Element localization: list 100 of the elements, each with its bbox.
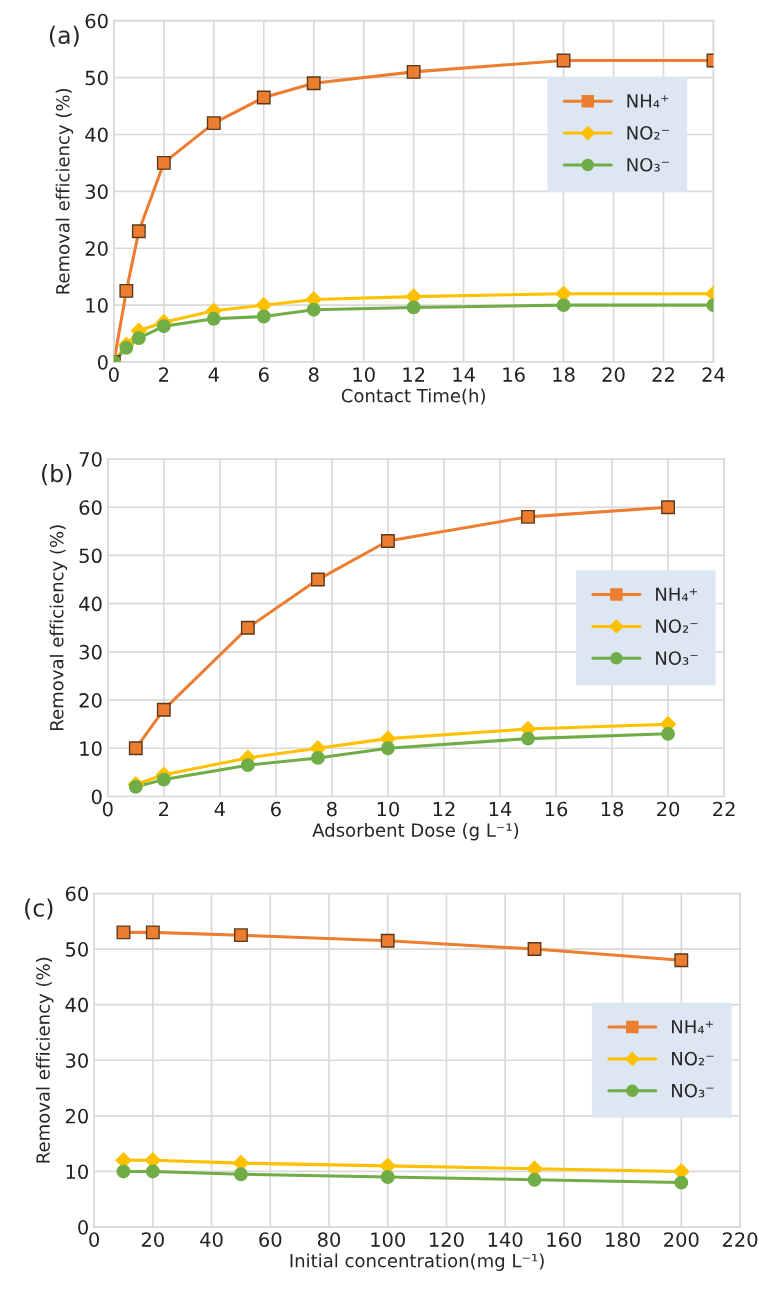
point: [233, 928, 248, 943]
x-tick-label: 6: [271, 801, 281, 817]
x-tick-label: 180: [606, 1232, 640, 1247]
legend-label: NO₃⁻: [656, 651, 698, 665]
legend-label: NH₄⁺: [672, 1020, 713, 1034]
x-tick-label: 60: [259, 1232, 282, 1247]
point: [233, 1167, 248, 1182]
x-tick-label: 20: [602, 367, 625, 382]
point: [156, 772, 171, 787]
point: [116, 925, 131, 940]
point: [310, 572, 325, 587]
point: [119, 283, 134, 298]
text: (b): [42, 464, 72, 486]
x-tick-label: 140: [488, 1232, 523, 1247]
x-tick-label: 20: [141, 1232, 164, 1247]
point: [380, 1170, 395, 1184]
x-tick-label: 16: [503, 367, 525, 382]
point: [306, 76, 321, 91]
x-axis-title: Contact Time(h): [341, 388, 485, 405]
legend-label: NO₃⁻: [672, 1083, 714, 1098]
x-tick-label: 22: [652, 367, 674, 382]
x-tick-label: 40: [200, 1232, 223, 1247]
y-axis-title: Removal efficiency (%): [35, 957, 54, 1163]
y-tick-label: 60: [65, 886, 88, 902]
legend-label: NO₂⁻: [627, 125, 669, 140]
point: [406, 64, 421, 79]
x-tick-label: 2: [159, 801, 169, 817]
x-tick-label: 12: [433, 801, 455, 817]
x-tick-label: 14: [453, 367, 475, 382]
point: [206, 116, 221, 131]
point: [521, 731, 535, 746]
x-tick-label: 100: [371, 1232, 405, 1247]
x-tick-label: 4: [208, 367, 219, 382]
x-tick-label: 2: [159, 367, 169, 382]
point: [527, 1172, 542, 1187]
point: [156, 702, 171, 717]
x-tick-label: 18: [601, 801, 624, 817]
x-tick-label: 80: [317, 1232, 341, 1247]
legend-label: NH₄⁺: [627, 94, 669, 108]
x-tick-label: 18: [553, 367, 575, 382]
x-tick-label: 8: [308, 367, 319, 382]
point: [556, 298, 571, 313]
x-tick-label: 120: [430, 1232, 464, 1247]
y-tick-label: 60: [85, 13, 108, 29]
point: [206, 311, 221, 326]
x-tick-label: 8: [327, 801, 337, 817]
y-tick-label: 40: [79, 596, 102, 612]
point: [131, 331, 146, 346]
x-tick-label: 10: [353, 367, 375, 382]
point: [380, 534, 395, 548]
y-tick-label: 20: [65, 1108, 88, 1124]
x-tick-label: 4: [214, 801, 225, 817]
y-tick-label: 50: [85, 70, 108, 86]
x-tick-label: 10: [377, 801, 399, 817]
y-tick-label: 40: [65, 997, 88, 1013]
y-tick-label: 20: [79, 693, 102, 708]
point: [674, 953, 689, 968]
point: [556, 53, 571, 68]
y-tick-label: 70: [79, 451, 102, 467]
point: [661, 726, 676, 741]
y-tick-label: 60: [79, 500, 102, 515]
y-axis-title: Removal efficiency (%): [55, 88, 74, 294]
y-tick-label: 30: [85, 184, 108, 200]
x-tick-label: 160: [547, 1232, 582, 1247]
point: [256, 309, 271, 324]
legend-label: NO₂⁻: [656, 619, 698, 633]
point: [310, 750, 325, 765]
legend-label: NO₃⁻: [627, 157, 669, 172]
point: [306, 302, 321, 317]
y-tick-label: 10: [66, 1164, 88, 1180]
y-tick-label: 0: [78, 1220, 88, 1235]
y-tick-label: 50: [79, 548, 102, 564]
x-axis-title: Initial concentration(mg L⁻¹): [290, 1253, 544, 1271]
point: [128, 741, 143, 756]
y-tick-label: 50: [66, 942, 88, 957]
x-tick-label: 14: [489, 801, 512, 817]
point: [131, 224, 146, 239]
point: [674, 1175, 689, 1190]
point: [145, 925, 160, 940]
point: [380, 741, 395, 756]
point: [380, 933, 395, 948]
y-tick-label: 20: [85, 241, 108, 256]
legend-label: NO₂⁻: [672, 1051, 714, 1066]
x-tick-label: 16: [545, 801, 568, 817]
x-axis-title: Adsorbent Dose (g L⁻¹): [312, 822, 519, 841]
point: [156, 155, 171, 170]
x-tick-label: 22: [713, 801, 735, 817]
x-tick-label: 20: [657, 801, 680, 817]
y-tick-label: 30: [65, 1053, 88, 1068]
y-axis-title: Removal efficiency (%): [49, 525, 68, 730]
point: [661, 500, 676, 515]
point: [156, 319, 171, 334]
y-tick-label: 10: [80, 741, 102, 756]
x-tick-label: 0: [108, 367, 119, 382]
text: (a): [49, 25, 79, 47]
point: [406, 300, 421, 315]
legend-label: NH₄⁺: [656, 587, 697, 601]
y-tick-label: 0: [97, 355, 108, 370]
text: (c): [25, 898, 53, 920]
point: [527, 942, 542, 957]
